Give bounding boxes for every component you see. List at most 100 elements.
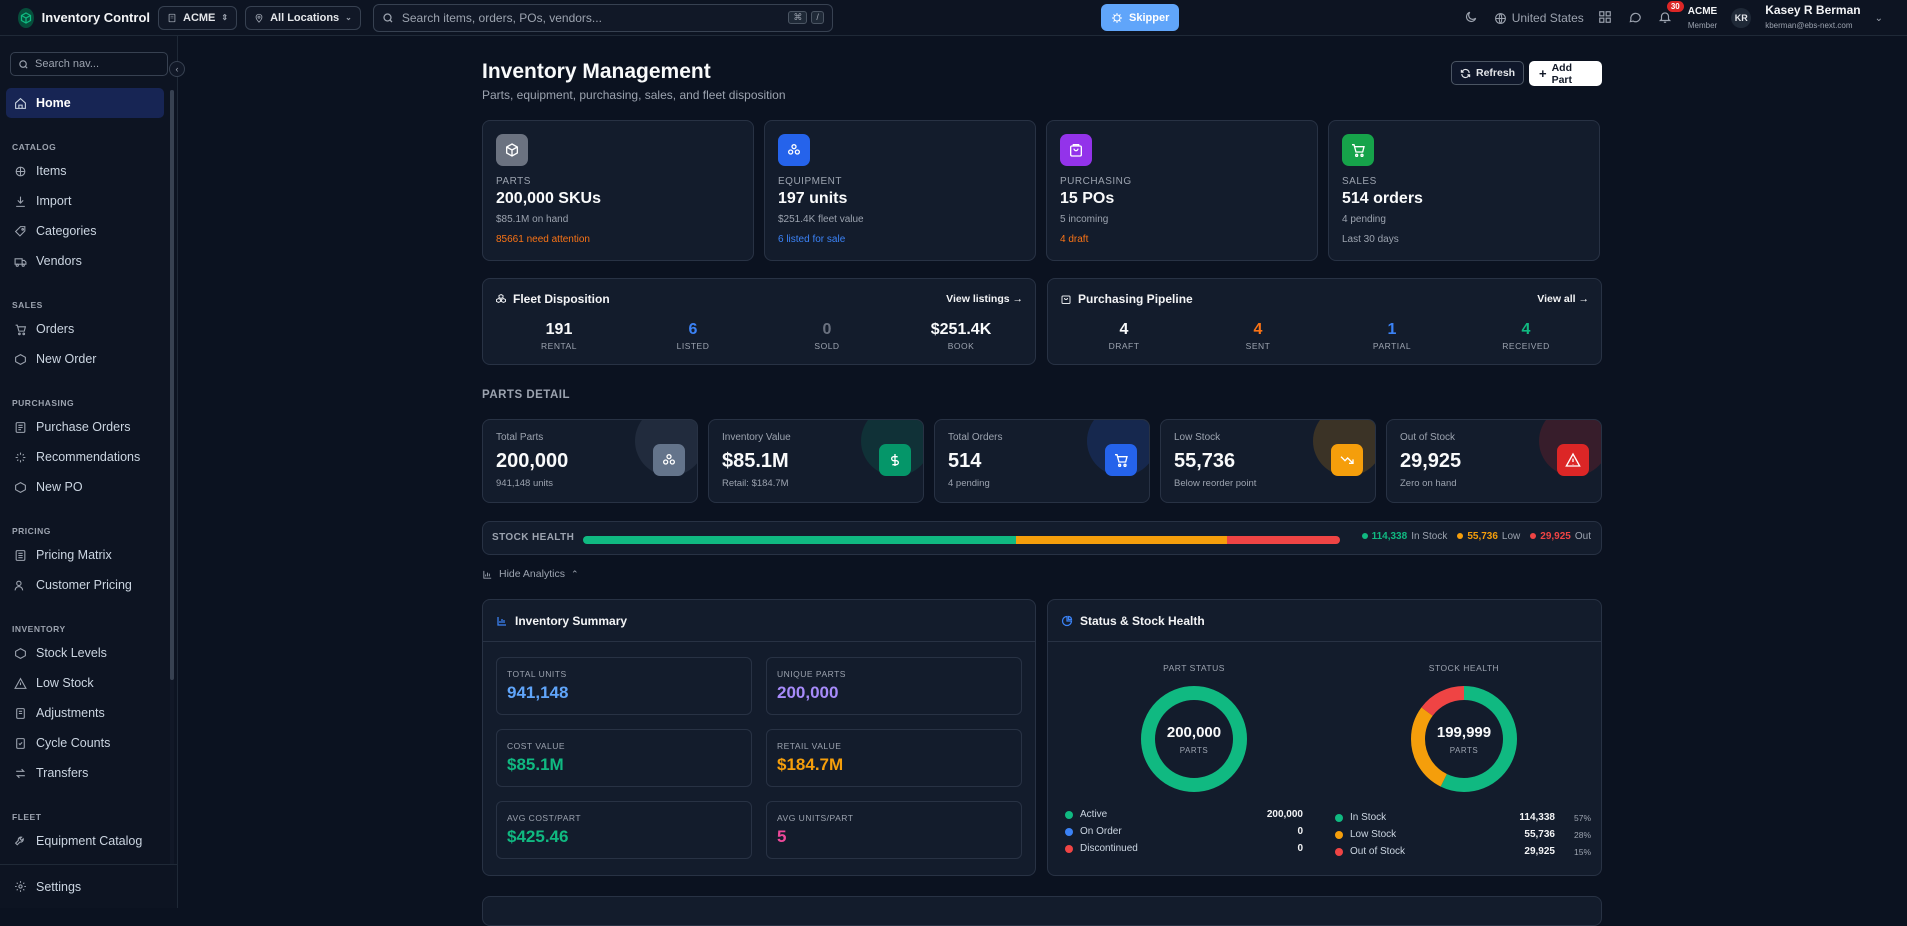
kpi-note: 4 draft xyxy=(1060,234,1089,245)
card-value: 514 xyxy=(948,450,982,472)
stock-health-bar-card: STOCK HEALTH 114,338 In Stock 55,736 Low 2… xyxy=(482,521,1602,555)
sidebar-item-items[interactable]: Items xyxy=(6,156,164,186)
gear-icon xyxy=(15,881,26,892)
sidebar-item-transfers[interactable]: Transfers xyxy=(6,758,164,788)
customer-pricing-icon xyxy=(14,580,24,590)
parts-detail-card-inventory-value[interactable]: Inventory Value $85.1M Retail: $184.7M xyxy=(708,419,924,503)
view-listings-link[interactable]: View listings → xyxy=(946,293,1023,305)
out-label: Out xyxy=(1574,531,1591,542)
notifications-button[interactable]: 30 xyxy=(1658,1,1684,26)
next-section-card xyxy=(482,896,1602,926)
sidebar-item-label: Categories xyxy=(36,224,97,238)
sidebar-collapse-button[interactable]: ‹ xyxy=(169,61,185,77)
sidebar-item-label: Stock Levels xyxy=(36,646,107,660)
card-icon xyxy=(653,444,685,476)
kpi-note: 6 listed for sale xyxy=(778,234,846,245)
vendors-icon xyxy=(14,257,27,267)
nav-search-input[interactable]: Search nav... xyxy=(10,52,168,76)
skipper-button[interactable]: Skipper xyxy=(1101,4,1180,31)
sidebar-item-low-stock[interactable]: Low Stock xyxy=(6,668,164,698)
brand-name: Inventory Control xyxy=(41,10,150,25)
legend-dot xyxy=(1335,830,1343,839)
page-subtitle: Parts, equipment, purchasing, sales, and… xyxy=(482,88,786,102)
summary-box-cost-value: COST VALUE $85.1M xyxy=(496,729,752,787)
kpi-card-sales[interactable]: SALES 514 orders 4 pending Last 30 days xyxy=(1328,120,1600,261)
sidebar-item-settings[interactable]: Settings xyxy=(0,864,177,908)
bar-chart-icon xyxy=(497,616,506,626)
inventory-summary-title: Inventory Summary xyxy=(515,613,628,628)
apps-button[interactable] xyxy=(1598,10,1614,26)
parts-detail-card-out-of-stock[interactable]: Out of Stock 29,925 Zero on hand xyxy=(1386,419,1602,503)
stock-health-label: STOCK HEALTH xyxy=(492,532,575,543)
chevron-left-icon: ‹ xyxy=(175,64,179,74)
sidebar-item-adjustments[interactable]: Adjustments xyxy=(6,698,164,728)
donut-slice-active[interactable] xyxy=(1141,686,1247,792)
kpi-card-purchasing[interactable]: PURCHASING 15 POs 5 incoming 4 draft xyxy=(1046,120,1318,261)
stat-value: 191 xyxy=(545,321,573,338)
add-part-label: Add Part xyxy=(1551,61,1573,86)
brand[interactable]: Inventory Control xyxy=(0,7,150,28)
sidebar-item-new-order[interactable]: New Order xyxy=(6,344,164,374)
summary-value: 941,148 xyxy=(507,683,569,702)
kpi-icon xyxy=(1342,134,1374,166)
items-icon xyxy=(15,166,26,176)
parts-detail-card-low-stock[interactable]: Low Stock 55,736 Below reorder point xyxy=(1160,419,1376,503)
sidebar-scrollbar-thumb[interactable] xyxy=(170,90,174,680)
kpi-card-equipment[interactable]: EQUIPMENT 197 units $251.4K fleet value 6 l… xyxy=(764,120,1036,261)
summary-box-retail-value: RETAIL VALUE $184.7M xyxy=(766,729,1022,787)
legend-dot xyxy=(1065,844,1073,853)
sidebar-item-pricing-matrix[interactable]: Pricing Matrix xyxy=(6,540,164,570)
legend-name: Low Stock xyxy=(1350,829,1397,840)
kpi-subtext: 5 incoming xyxy=(1060,214,1109,225)
donut-slice-low-stock[interactable] xyxy=(1411,686,1517,792)
sidebar-item-home[interactable]: Home xyxy=(6,88,164,118)
card-subtext: Retail: $184.7M xyxy=(722,478,789,489)
region-selector[interactable]: United States xyxy=(1494,11,1584,25)
sidebar-item-vendors[interactable]: Vendors xyxy=(6,246,164,276)
sidebar-item-cycle-counts[interactable]: Cycle Counts xyxy=(6,728,164,758)
boxes-icon xyxy=(496,293,506,304)
add-part-button[interactable]: + Add Part xyxy=(1529,61,1602,86)
sidebar-item-categories[interactable]: Categories xyxy=(6,216,164,246)
org-selector[interactable]: ACME ⇕ xyxy=(158,5,238,30)
stock-health-bar xyxy=(583,536,1340,544)
sidebar-item-orders[interactable]: Orders xyxy=(6,314,164,344)
sidebar-item-purchase-orders[interactable]: Purchase Orders xyxy=(6,412,164,442)
messages-button[interactable] xyxy=(1628,10,1644,26)
org-name: ACME xyxy=(1687,5,1718,17)
sidebar-item-equipment-catalog[interactable]: Equipment Catalog xyxy=(6,826,164,856)
user-email: kberman@ebs-next.com xyxy=(1765,21,1853,31)
card-icon xyxy=(879,444,911,476)
sidebar-item-label: Home xyxy=(36,96,71,110)
user-menu-chevron-icon[interactable]: ⌄ xyxy=(1874,12,1883,24)
stock-health-legend: 114,338 In Stock 55,736 Low 29,925 Out xyxy=(1361,531,1591,542)
sidebar-item-import[interactable]: Import xyxy=(6,186,164,216)
avatar[interactable]: KR xyxy=(1731,8,1752,28)
kpi-card-parts[interactable]: PARTS 200,000 SKUs $85.1M on hand 85661 nee… xyxy=(482,120,754,261)
summary-box-avg-units-part: AVG UNITS/PART 5 xyxy=(766,801,1022,859)
globe-icon xyxy=(1494,12,1506,24)
donut-slice-out-of-stock[interactable] xyxy=(1411,686,1517,792)
legend-dot xyxy=(1065,827,1073,836)
location-selector[interactable]: All Locations ⌄ xyxy=(245,5,361,30)
sidebar-item-stock-levels[interactable]: Stock Levels xyxy=(6,638,164,668)
sidebar-item-label: Items xyxy=(36,164,67,178)
global-search-input[interactable]: Search items, orders, POs, vendors... ⌘ / xyxy=(372,3,833,32)
sidebar-item-new-po[interactable]: New PO xyxy=(6,472,164,502)
user-menu[interactable]: Kasey R Berman kberman@ebs-next.com xyxy=(1765,4,1860,31)
view-all-link[interactable]: View all → xyxy=(1537,293,1589,305)
kpi-value: 514 orders xyxy=(1342,190,1423,207)
parts-detail-card-total-orders[interactable]: Total Orders 514 4 pending xyxy=(934,419,1150,503)
sidebar-item-recommendations[interactable]: Recommendations xyxy=(6,442,164,472)
kpi-label: PURCHASING xyxy=(1060,176,1132,187)
cart-icon xyxy=(1115,454,1128,467)
sidebar-item-customer-pricing[interactable]: Customer Pricing xyxy=(6,570,164,600)
fleet-stat-book: $251.4K BOOK xyxy=(921,321,1001,351)
dark-mode-toggle[interactable] xyxy=(1464,10,1480,26)
stat-label: DRAFT xyxy=(1108,341,1140,351)
refresh-button[interactable]: Refresh xyxy=(1451,61,1525,85)
parts-detail-card-total-parts[interactable]: Total Parts 200,000 941,148 units xyxy=(482,419,698,503)
stock-health-segment-out-of-stock xyxy=(1226,536,1340,544)
hide-analytics-toggle[interactable]: Hide Analytics ⌃ xyxy=(482,568,579,580)
sidebar-section-pricing: PRICING xyxy=(12,526,51,536)
